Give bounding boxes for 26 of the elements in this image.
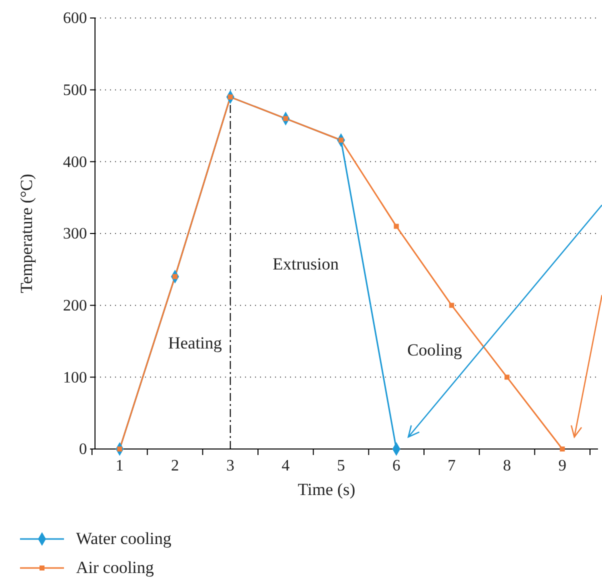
x-tick-label: 9: [558, 457, 566, 474]
y-tick-label: 100: [63, 369, 87, 386]
y-axis-title: Temperature (°C): [17, 174, 36, 294]
y-tick-label: 0: [79, 441, 87, 458]
point: [504, 374, 510, 380]
y-tick-label: 300: [63, 226, 87, 243]
x-tick-label: 4: [282, 457, 290, 474]
x-tick-label: 5: [337, 457, 345, 474]
x-tick-label: 7: [448, 457, 456, 474]
y-tick-label: 200: [63, 297, 87, 314]
y-tick-label: 400: [63, 154, 87, 171]
annotation: Extrusion: [272, 254, 340, 274]
x-tick-label: 8: [503, 457, 511, 474]
legend-label: Air cooling: [76, 558, 154, 577]
annotation: Cooling: [407, 340, 463, 360]
annotation: Heating: [168, 333, 222, 352]
legend-label: Water cooling: [76, 529, 172, 548]
x-tick-label: 3: [226, 457, 234, 474]
point: [449, 302, 454, 308]
y-tick-label: 500: [63, 82, 87, 99]
x-tick-label: 1: [116, 457, 124, 474]
x-tick-label: 6: [392, 457, 400, 474]
point: [394, 224, 399, 229]
x-axis-title: Time (s): [298, 480, 356, 499]
x-tick-label: 2: [171, 457, 179, 474]
y-tick-label: 600: [63, 10, 87, 28]
